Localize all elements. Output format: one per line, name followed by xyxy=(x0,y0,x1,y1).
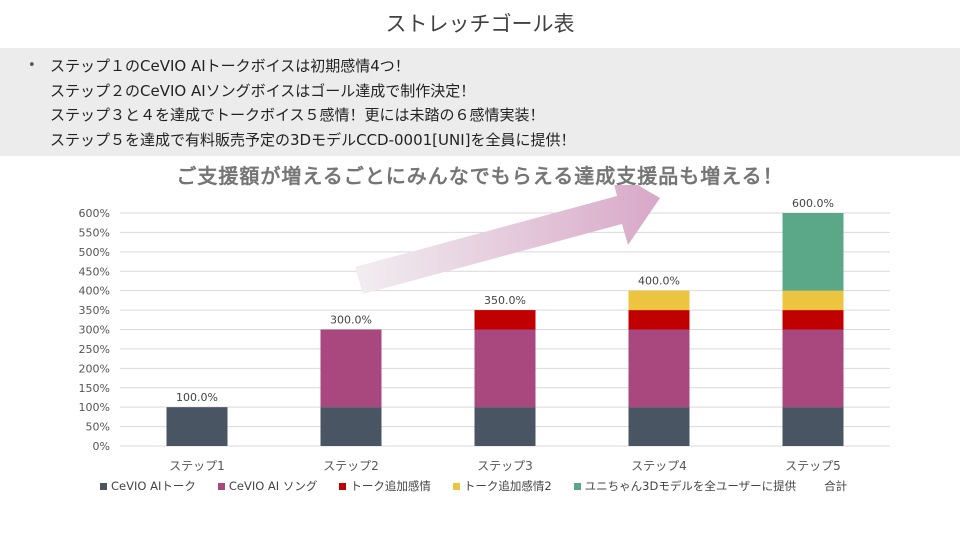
legend-label-total: 合計 xyxy=(824,479,848,493)
bar-segment-song xyxy=(628,329,690,408)
total-data-label: 400.0% xyxy=(638,275,680,288)
y-tick-label: 0% xyxy=(93,440,110,453)
total-data-label: 350.0% xyxy=(484,294,526,307)
bar-segment-talk xyxy=(320,407,382,446)
bar-segment-talk xyxy=(782,407,844,446)
legend-label: CeVIO AIトーク xyxy=(111,479,196,493)
bullet-item: ステップ３と４を達成でトークボイス５感情！更には未踏の６感情実装！ xyxy=(50,103,960,128)
legend-item: トーク追加感情 xyxy=(339,478,431,494)
bullet-item: ステップ５を達成で有料販売予定の3DモデルCCD-0001[UNI]を全員に提供… xyxy=(50,128,960,153)
y-tick-label: 500% xyxy=(79,246,110,259)
legend-label: トーク追加感情 xyxy=(350,479,431,493)
legend-swatch-icon xyxy=(339,482,347,490)
y-tick-label: 200% xyxy=(79,362,110,375)
legend-label: ユニちゃん3Dモデルを全ユーザーに提供 xyxy=(584,479,797,493)
stacked-bar-chart: 0% 50% 100% 150% 200% 250% 300% 350% 400% 450% 500… xyxy=(79,185,890,473)
total-data-label: 300.0% xyxy=(330,314,372,327)
bar-segment-talk_extra xyxy=(628,310,690,330)
label-layer: 0% 50% 100% 150% 200% 250% 300% 350% 400% 450% 500… xyxy=(79,197,841,473)
bar-segment-model3d xyxy=(782,213,844,291)
x-tick-label: ステップ3 xyxy=(477,459,533,473)
bullet-box: • ステップ１のCeVIO AIトークボイスは初期感情4つ！ ステップ２のCeV… xyxy=(0,48,960,156)
trend-arrow-layer xyxy=(355,185,660,294)
legend-swatch-icon xyxy=(100,482,107,490)
bar-segment-song xyxy=(474,329,536,408)
bar-segment-talk_extra xyxy=(474,310,536,330)
legend-label: トーク追加感情2 xyxy=(463,479,552,493)
bullet-dot-icon: • xyxy=(28,58,36,73)
bar-segment-song xyxy=(782,329,844,408)
x-tick-label: ステップ1 xyxy=(169,459,225,473)
y-tick-label: 300% xyxy=(79,324,110,337)
bar-segment-talk xyxy=(166,407,228,446)
chart-legend: CeVIO AIトーク CeVIO AI ソング トーク追加感情 トーク追加感情2 ユニ… xyxy=(100,478,847,494)
total-data-label: 600.0% xyxy=(792,197,834,210)
y-tick-label: 250% xyxy=(79,343,110,356)
bar-segment-talk_extra2 xyxy=(782,290,844,311)
legend-item: CeVIO AIトーク xyxy=(100,478,196,494)
legend-item: CeVIO AI ソング xyxy=(217,478,318,494)
legend-item: トーク追加感情2 xyxy=(452,478,552,494)
y-tick-label: 350% xyxy=(79,304,110,317)
bullet-item: ステップ２のCeVIO AIソングボイスはゴール達成で制作決定！ xyxy=(50,79,960,104)
bar-segment-talk_extra2 xyxy=(628,290,690,311)
legend-swatch-icon xyxy=(217,482,225,490)
y-tick-label: 100% xyxy=(79,401,110,414)
bullet-text: ステップ１のCeVIO AIトークボイスは初期感情4つ！ xyxy=(50,57,410,75)
y-tick-label: 450% xyxy=(79,265,110,278)
x-tick-label: ステップ2 xyxy=(323,459,379,473)
bar-segment-talk xyxy=(628,407,690,446)
bullet-item: • ステップ１のCeVIO AIトークボイスは初期感情4つ！ xyxy=(28,54,960,79)
y-tick-label: 600% xyxy=(79,207,110,220)
x-tick-label: ステップ5 xyxy=(785,459,841,473)
y-tick-label: 150% xyxy=(79,382,110,395)
bar-segment-talk_extra xyxy=(782,310,844,330)
bullet-text: ステップ２のCeVIO AIソングボイスはゴール達成で制作決定！ xyxy=(50,81,476,100)
y-tick-label: 550% xyxy=(79,226,110,239)
slide-title: ストレッチゴール表 xyxy=(385,12,575,36)
headline: ご支援額が増えるごとにみんなでもらえる達成支援品も増える！ xyxy=(176,164,784,188)
total-data-label: 100.0% xyxy=(176,391,218,404)
bar-layer xyxy=(166,213,844,446)
y-tick-label: 50% xyxy=(86,421,110,434)
bar-segment-talk xyxy=(474,407,536,446)
bullet-list: • ステップ１のCeVIO AIトークボイスは初期感情4つ！ ステップ２のCeV… xyxy=(0,48,960,152)
legend-item: ユニちゃん3Dモデルを全ユーザーに提供 xyxy=(573,478,797,494)
trend-arrow-icon xyxy=(355,185,660,294)
x-tick-label: ステップ4 xyxy=(631,459,687,473)
bar-segment-song xyxy=(320,329,382,408)
legend-label: CeVIO AI ソング xyxy=(228,479,318,493)
bullet-text: ステップ３と４を達成でトークボイス５感情！更には未踏の６感情実装！ xyxy=(50,106,545,124)
y-tick-label: 400% xyxy=(79,285,110,298)
legend-swatch-icon xyxy=(573,482,581,490)
legend-swatch-icon xyxy=(452,482,460,490)
bullet-text: ステップ５を達成で有料販売予定の3DモデルCCD-0001[UNI]を全員に提供… xyxy=(50,130,576,149)
